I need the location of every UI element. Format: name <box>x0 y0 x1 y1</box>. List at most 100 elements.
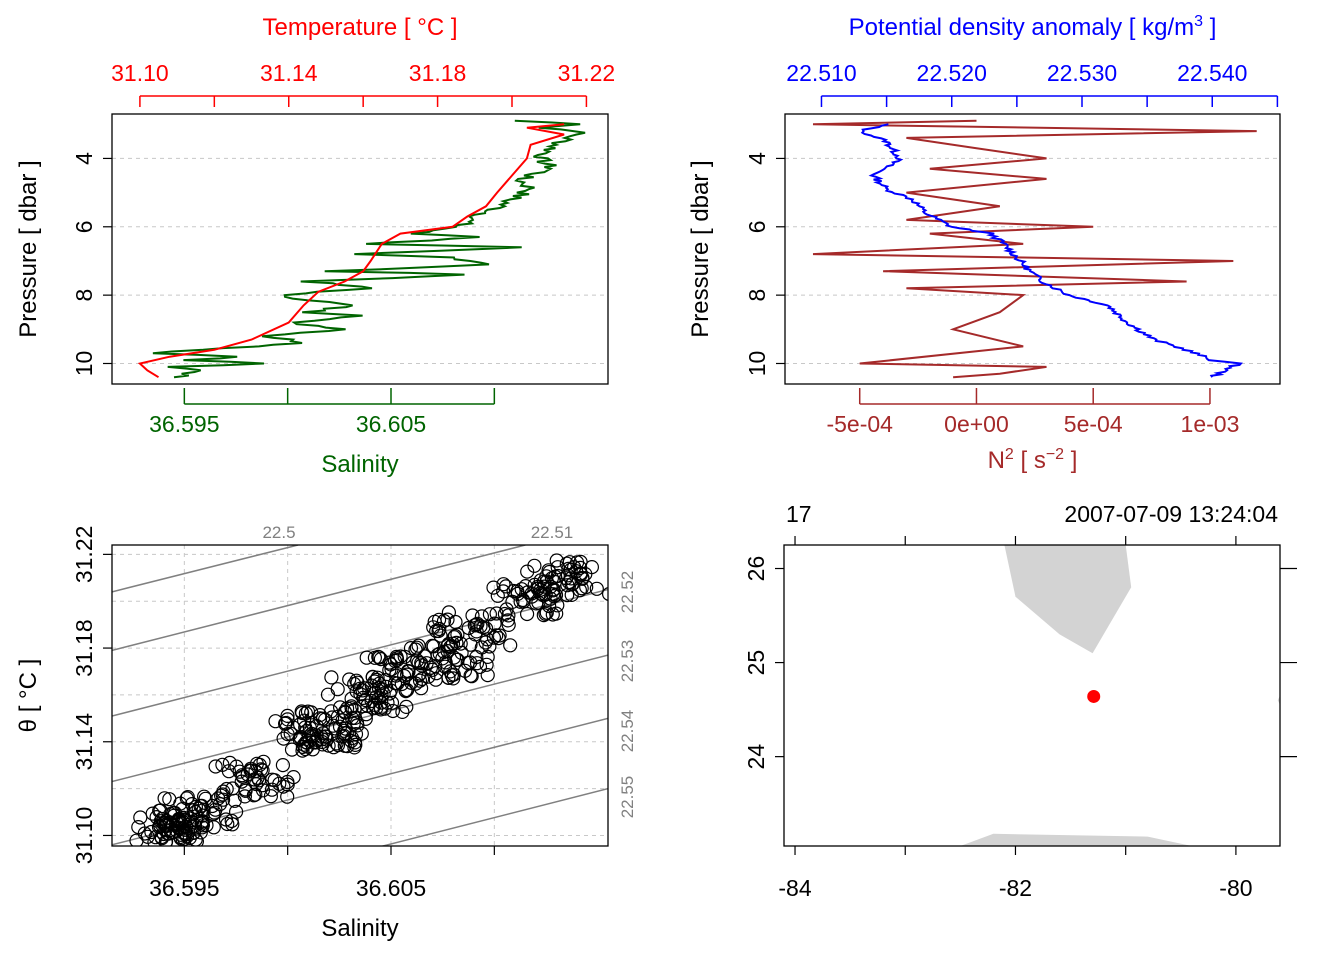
temperature-tick-label-2: 31.18 <box>409 60 467 86</box>
ts-point-0-51 <box>137 826 152 841</box>
temperature-axis-title: Temperature [ °C ] <box>263 14 458 41</box>
ts-point-6-40 <box>480 632 495 647</box>
ts-point-6-28 <box>425 638 440 654</box>
ts-point-9-33 <box>332 719 348 734</box>
density-n2-profile-panel: 4 6 8 10 Pressure [ dbar ] 22.510 22.520 22.530… <box>687 13 1281 474</box>
ts-point-3-14 <box>295 743 310 758</box>
ts-point-10-23 <box>369 672 384 688</box>
ts-point-2-44 <box>222 755 237 771</box>
isopycnal-label-4: 22.54 <box>618 710 637 753</box>
ts-point-4-41 <box>324 670 339 685</box>
pressure-axis-2-label-0: 4 <box>744 152 770 165</box>
lat-tick-label-1: 25 <box>743 650 769 676</box>
ts-point-2-39 <box>246 788 261 803</box>
lon-tick-label-2: -80 <box>1219 875 1252 901</box>
ts-point-0-41 <box>140 829 155 844</box>
ts-point-6-10 <box>501 617 516 633</box>
ts-point-9-22 <box>358 711 373 726</box>
ts-point-7-26 <box>496 577 511 592</box>
ts-point-6-23 <box>489 606 504 621</box>
ts-point-4-25 <box>399 699 414 715</box>
n2-axis-title: N2 [ s−2 ] <box>988 446 1078 474</box>
ts-point-6-43 <box>473 619 488 634</box>
n2-axis-title-sup2: −2 <box>1046 446 1064 463</box>
ts-point-2-25 <box>237 789 252 804</box>
ts-point-6-19 <box>503 638 518 653</box>
ts-point-9-36 <box>316 726 331 741</box>
pressure-axis-title-2: Pressure [ dbar ] <box>687 160 714 337</box>
ts-point-1-30 <box>205 798 220 814</box>
ts-point-1-32 <box>206 820 221 835</box>
ts-point-2-34 <box>272 776 287 791</box>
ts-point-5-31 <box>457 663 473 678</box>
density-tick-label-3: 22.540 <box>1177 60 1247 86</box>
ts-point-9-39 <box>359 707 374 722</box>
n2-tick-label-3: 1e-03 <box>1181 411 1240 437</box>
ts-point-2-26 <box>221 764 236 779</box>
ts-point-10-1 <box>401 664 416 679</box>
isopycnal-line-1 <box>112 545 526 652</box>
ts-point-0-57 <box>158 835 173 846</box>
station-id-label: 17 <box>786 501 812 527</box>
ts-point-10-42 <box>423 660 438 675</box>
station-map-panel: -84 -82 -80 24 25 26 17 2007-07-09 13:24:04 <box>743 501 1297 901</box>
ts-point-2-27 <box>256 754 271 769</box>
ts-point-5-42 <box>480 667 495 683</box>
ts-point-1-39 <box>162 792 177 807</box>
ts-point-9-44 <box>337 723 352 738</box>
ts-point-4-43 <box>342 672 357 687</box>
ts-point-2-35 <box>215 787 230 802</box>
pressure-axis-label-3: 10 <box>71 351 97 377</box>
ts-point-10-27 <box>421 669 436 684</box>
pressure-axis-2-label-3: 10 <box>744 351 770 377</box>
pressure-axis-title: Pressure [ dbar ] <box>15 160 42 337</box>
ts-point-2-30 <box>276 779 291 794</box>
station-time-label: 2007-07-09 13:24:04 <box>1064 501 1278 527</box>
ts-diagram-frame <box>111 544 609 847</box>
ts-point-0-50 <box>188 832 203 846</box>
ts-point-6-12 <box>482 607 497 622</box>
ts-point-6-32 <box>450 627 465 642</box>
pressure-axis-label-1: 6 <box>71 220 97 233</box>
ts-point-4-42 <box>377 701 392 716</box>
ts-point-5-24 <box>429 666 444 681</box>
n2-axis-title-main: N <box>988 447 1005 474</box>
ts-point-8-21 <box>602 586 608 602</box>
ts-point-9-0 <box>345 731 360 746</box>
isopycnal-line-5 <box>379 787 608 846</box>
ts-point-9-43 <box>324 704 339 719</box>
ts-point-6-34 <box>487 616 502 631</box>
ts-point-10-39 <box>411 667 426 683</box>
ts-point-5-41 <box>444 668 459 683</box>
isopycnal-label-1: 22.51 <box>531 523 574 542</box>
ts-point-1-44 <box>186 802 201 818</box>
isopycnal-line-3 <box>112 654 608 783</box>
density-axis-title-main: Potential density anomaly [ kg/m <box>849 14 1195 41</box>
ts-point-6-38 <box>486 630 501 645</box>
ts-point-7-24 <box>505 594 520 610</box>
ts-point-5-14 <box>463 668 478 683</box>
ts-point-2-40 <box>280 774 295 790</box>
ts-point-3-42 <box>297 713 312 728</box>
ts-point-0-58 <box>144 824 159 840</box>
ts-point-7-31 <box>514 582 529 597</box>
ts-point-8-43 <box>563 571 579 586</box>
ts-point-8-44 <box>547 569 563 584</box>
theta-axis-label-3: 31.22 <box>71 526 97 584</box>
lat-tick-label-0: 24 <box>743 744 769 770</box>
temperature-tick-label-1: 31.14 <box>260 60 318 86</box>
theta-axis-title: θ [ °C ] <box>15 659 42 733</box>
ts-point-6-44 <box>453 636 468 651</box>
ts-point-4-35 <box>369 700 384 716</box>
theta-axis-label-0: 31.10 <box>71 807 97 865</box>
ts-point-9-12 <box>335 729 350 744</box>
isopycnal-label-0: 22.5 <box>262 523 295 542</box>
density-tick-label-0: 22.510 <box>786 60 856 86</box>
ts-point-2-38 <box>240 767 255 782</box>
ts-point-9-38 <box>335 713 350 728</box>
ts-point-0-47 <box>133 810 148 825</box>
salinity-axis-title: Salinity <box>321 451 398 478</box>
ts-point-8-40 <box>558 571 574 586</box>
ts-point-3-44 <box>295 739 310 755</box>
isopycnal-label-3: 22.53 <box>618 640 637 683</box>
